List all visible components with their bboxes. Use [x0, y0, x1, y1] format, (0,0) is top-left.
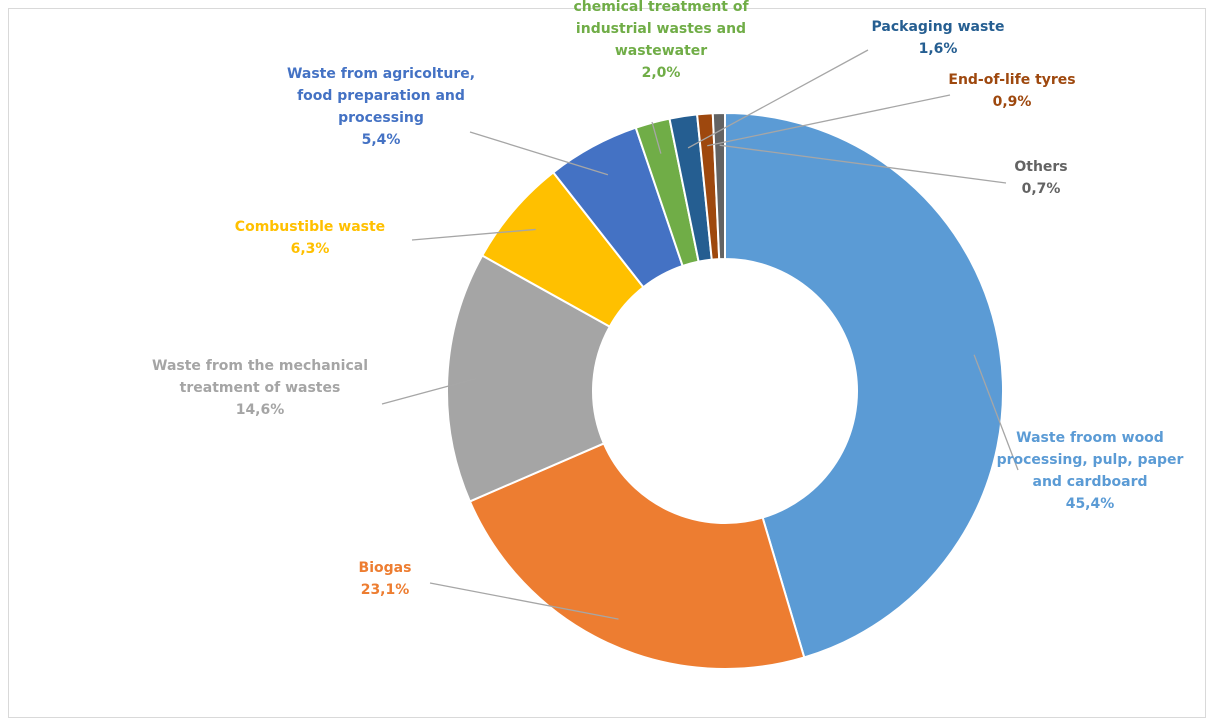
- slice-name-label: processing: [338, 110, 424, 126]
- slice-label: Others 0,7%: [1014, 159, 1067, 197]
- donut-slice: [446, 254, 612, 503]
- slice-name-label: Waste from agricolture,: [287, 66, 475, 82]
- slice-name-label: wastewater: [615, 43, 707, 59]
- slices: [446, 111, 1004, 670]
- slice-name-label: and cardboard: [1033, 474, 1148, 490]
- slice-name-label: chemical treatment of: [573, 0, 749, 15]
- slice-value-label: 0,7%: [1022, 181, 1061, 197]
- slice-name-label: Waste from the mechanical: [152, 358, 368, 374]
- slice-label: Biogas 23,1%: [359, 560, 412, 598]
- slice-value-label: 2,0%: [642, 65, 681, 81]
- slice-value-label: 45,4%: [1066, 496, 1115, 512]
- slice-label: Waste from the physical-chemical treatme…: [562, 0, 760, 81]
- labels: Waste froom wood processing, pulp, paper a…: [152, 0, 1184, 598]
- slice-label: Waste from agricolture, food preparation …: [287, 66, 475, 148]
- leader-line: [651, 121, 662, 154]
- leader-line: [973, 354, 1019, 471]
- slice-name-label: Waste froom wood: [1016, 430, 1164, 446]
- slice-label: Packaging waste 1,6%: [872, 19, 1005, 57]
- slice-name-label: End-of-life tyres: [948, 72, 1075, 88]
- slice-name-label: Others: [1014, 159, 1067, 175]
- leader-line: [429, 582, 619, 620]
- leader-lines: [381, 49, 1019, 620]
- slice-label: Waste froom wood processing, pulp, paper a…: [997, 430, 1184, 512]
- slice-name-label: Combustible waste: [235, 219, 385, 235]
- leader-line: [719, 144, 1007, 184]
- leader-line: [469, 131, 609, 176]
- donut-slice: [711, 111, 726, 261]
- slice-name-label: Biogas: [359, 560, 412, 576]
- leader-line: [381, 377, 477, 405]
- slice-name-label: processing, pulp, paper: [997, 452, 1184, 468]
- slice-value-label: 1,6%: [919, 41, 958, 57]
- leader-line: [687, 49, 869, 149]
- slice-name-label: food preparation and: [297, 88, 465, 104]
- leader-line: [707, 94, 951, 147]
- slice-value-label: 23,1%: [361, 582, 410, 598]
- slice-value-label: 5,4%: [362, 132, 401, 148]
- slice-name-label: Packaging waste: [872, 19, 1005, 35]
- donut-slice: [468, 442, 806, 670]
- slice-label: Waste from the mechanical treatment of wa…: [152, 358, 368, 418]
- slice-name-label: treatment of wastes: [180, 380, 341, 396]
- slice-name-label: industrial wastes and: [576, 21, 746, 37]
- slice-value-label: 0,9%: [993, 94, 1032, 110]
- slice-label: Combustible waste 6,3%: [235, 219, 385, 257]
- slice-value-label: 6,3%: [291, 241, 330, 257]
- slice-label: End-of-life tyres 0,9%: [948, 72, 1075, 110]
- donut-slice: [724, 111, 1004, 659]
- leader-line: [411, 228, 536, 241]
- slice-value-label: 14,6%: [236, 402, 285, 418]
